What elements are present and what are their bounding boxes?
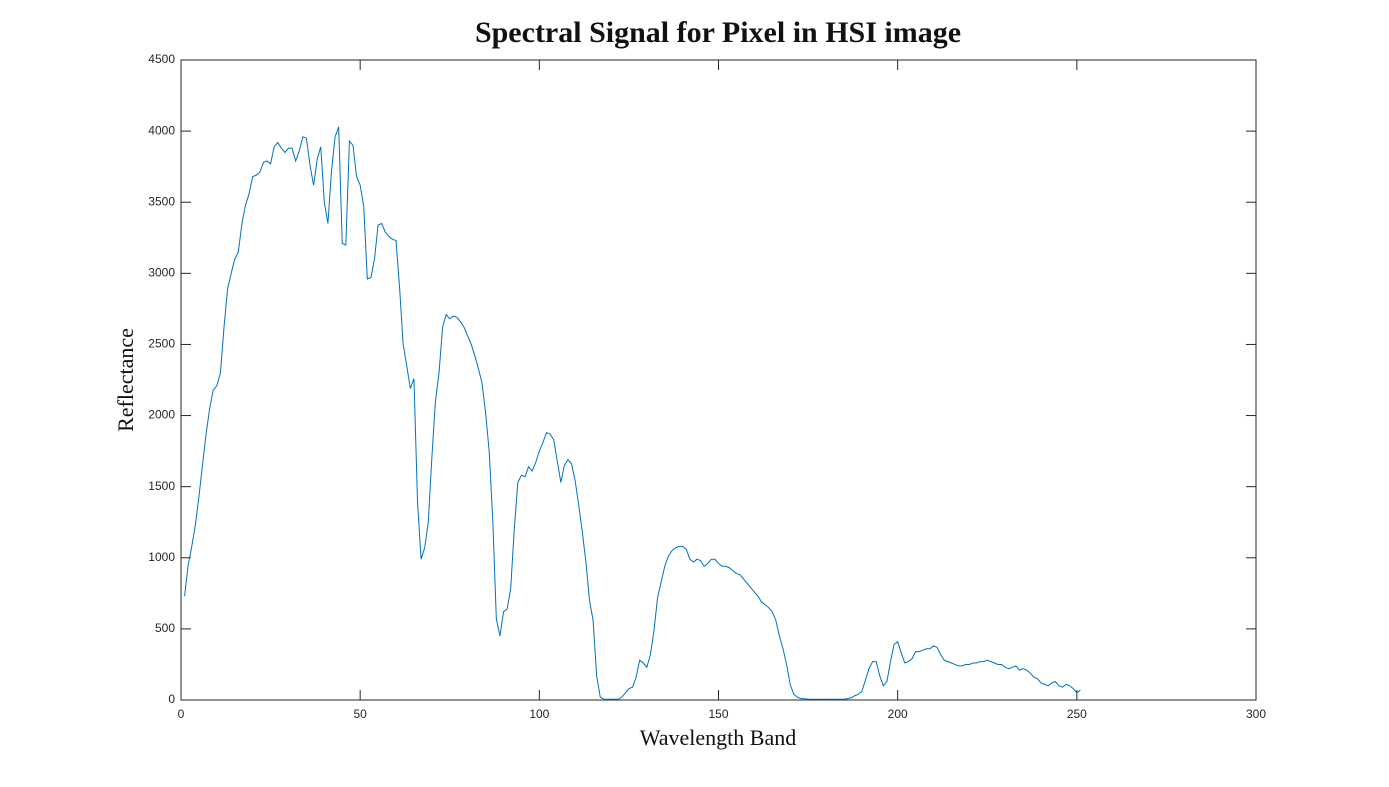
y-tick-label: 4000: [148, 123, 175, 137]
x-tick-label: 200: [888, 707, 908, 721]
y-tick-label: 3000: [148, 266, 175, 280]
y-tick-label: 3500: [148, 194, 175, 208]
x-tick-label: 250: [1067, 707, 1087, 721]
y-tick-label: 500: [155, 621, 175, 635]
y-tick-label: 2000: [148, 408, 175, 422]
x-tick-label: 100: [529, 707, 549, 721]
chart-title: Spectral Signal for Pixel in HSI image: [475, 16, 961, 49]
x-tick-label: 150: [708, 707, 728, 721]
y-tick-label: 1500: [148, 479, 175, 493]
x-tick-label: 50: [353, 707, 367, 721]
y-tick-label: 4500: [148, 52, 175, 66]
y-tick-label: 1000: [148, 550, 175, 564]
y-tick-label: 0: [168, 692, 175, 706]
x-tick-label: 300: [1246, 707, 1266, 721]
x-tick-label: 0: [178, 707, 185, 721]
data-line: [184, 126, 1081, 700]
y-tick-label: 2500: [148, 337, 175, 351]
x-axis-label: Wavelength Band: [640, 725, 796, 750]
y-axis-label: Reflectance: [113, 328, 138, 432]
